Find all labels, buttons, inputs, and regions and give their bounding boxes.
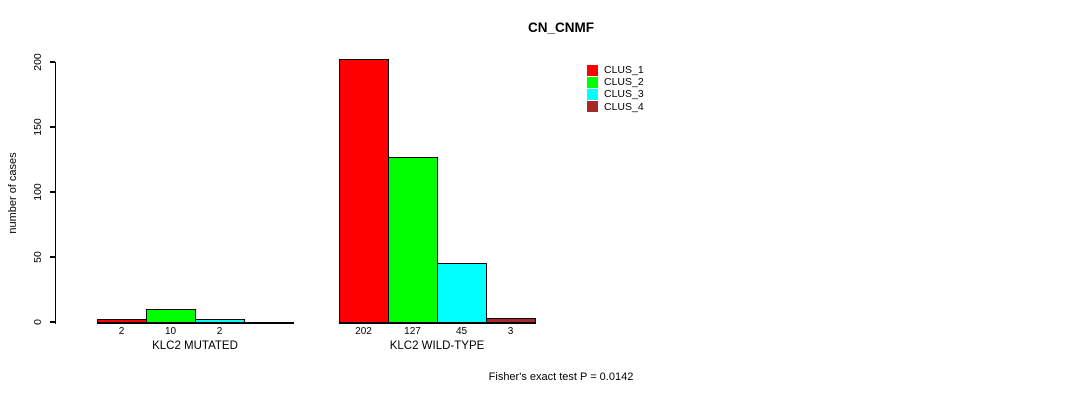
y-tick [49, 61, 55, 63]
y-tick [49, 256, 55, 258]
legend-label: CLUS_3 [604, 88, 644, 101]
legend-label: CLUS_1 [604, 64, 644, 77]
y-tick-label: 0 [32, 319, 44, 325]
legend-swatch [587, 76, 598, 88]
y-axis-line [54, 62, 56, 324]
bar-clus_1 [339, 59, 389, 323]
legend-item: CLUS_1 [587, 64, 644, 76]
y-tick [49, 321, 55, 323]
group-baseline [97, 322, 294, 324]
bar-clus_2 [388, 157, 438, 323]
y-tick-label: 150 [32, 118, 44, 136]
legend-item: CLUS_2 [587, 76, 644, 88]
bar-value-label: 202 [355, 326, 372, 337]
chart-title: CN_CNMF [528, 20, 594, 35]
y-tick [49, 191, 55, 193]
bar-clus_3 [437, 263, 487, 323]
bar-clus_2 [146, 309, 196, 323]
bar-value-label: 10 [164, 326, 177, 337]
bar-value-label: 127 [404, 326, 421, 337]
y-tick [49, 126, 55, 128]
y-tick-label: 100 [32, 183, 44, 201]
legend-label: CLUS_2 [604, 76, 644, 89]
legend-swatch [587, 88, 598, 100]
bar-value-label: 45 [455, 326, 468, 337]
group-baseline [339, 322, 536, 324]
legend-swatch [587, 101, 598, 113]
y-tick-label: 200 [32, 53, 44, 71]
footnote: Fisher's exact test P = 0.0142 [488, 371, 634, 383]
group-label: KLC2 WILD-TYPE [389, 340, 485, 352]
legend: CLUS_1 CLUS_2 CLUS_3 CLUS_4 [587, 64, 644, 113]
bar-value-label: 2 [118, 326, 125, 337]
y-tick-label: 50 [32, 251, 44, 263]
legend-item: CLUS_3 [587, 88, 644, 100]
bar-value-label: 2 [216, 326, 223, 337]
y-axis-title: number of cases [7, 152, 19, 234]
legend-item: CLUS_4 [587, 101, 644, 113]
legend-swatch [587, 64, 598, 76]
bar-value-label: 3 [507, 326, 514, 337]
legend-label: CLUS_4 [604, 100, 644, 113]
group-label: KLC2 MUTATED [152, 340, 238, 352]
